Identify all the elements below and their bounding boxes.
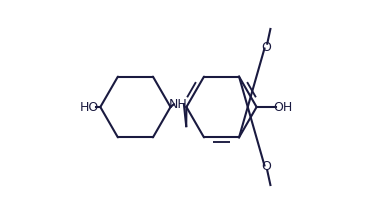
Text: NH: NH: [169, 98, 188, 111]
Text: O: O: [261, 41, 271, 54]
Text: O: O: [261, 160, 271, 173]
Text: HO: HO: [80, 101, 99, 113]
Text: OH: OH: [273, 101, 292, 113]
